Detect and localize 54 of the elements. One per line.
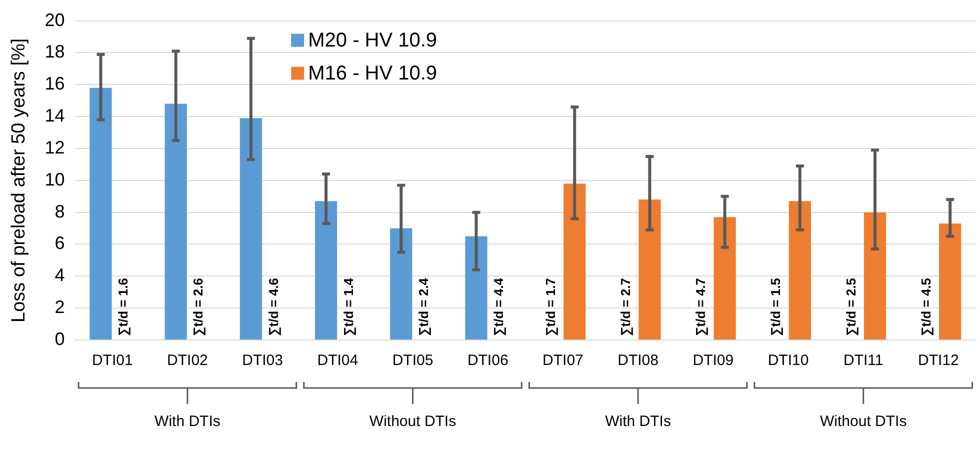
text: With DTIs — [605, 413, 671, 430]
bar — [788, 201, 811, 340]
annotation: ∑t/d = 4.4 — [491, 277, 506, 336]
y-tick-label: 10 — [44, 169, 65, 190]
annotation: ∑t/d = 2.4 — [416, 277, 431, 336]
annotation: ∑t/d = 4.7 — [693, 278, 708, 336]
x-tick-label: DTI05 — [392, 352, 434, 370]
y-axis-title: Loss of preload after 50 years [%] — [8, 38, 30, 322]
annotation: ∑t/d = 1.5 — [768, 278, 784, 336]
text: Without DTIs — [820, 413, 907, 430]
y-tick-label: 20 — [44, 10, 65, 30]
annotation: ∑t/d = 2.6 — [190, 278, 206, 336]
x-tick-label: DTI10 — [768, 352, 809, 370]
x-tick-label: DTI09 — [692, 352, 734, 370]
x-tick-label: DTI06 — [467, 352, 508, 370]
bar — [939, 223, 962, 340]
text: With DTIs — [154, 413, 220, 430]
annotation: ∑t/d = 1.4 — [340, 277, 356, 336]
annotation: ∑t/d = 1.6 — [116, 278, 131, 336]
annotation: ∑t/d = 2.7 — [618, 278, 633, 336]
bar — [564, 184, 586, 340]
x-tick-label: DTI04 — [317, 352, 358, 370]
legend-label: M20 - HV 10.9 — [308, 29, 438, 52]
y-tick-label: 4 — [54, 265, 65, 286]
annotation: ∑t/d = 2.5 — [843, 278, 858, 336]
y-tick-label: 6 — [54, 233, 65, 254]
y-tick-label: 14 — [44, 106, 65, 126]
bar — [240, 118, 262, 340]
x-tick-label: DTI03 — [242, 352, 283, 370]
x-tick-label: DTI12 — [918, 352, 959, 370]
x-tick-label: DTI07 — [542, 352, 584, 370]
x-tick-label: DTI08 — [618, 352, 658, 370]
y-tick-label: 18 — [44, 42, 65, 62]
x-tick-label: DTI01 — [92, 352, 133, 370]
bar — [638, 200, 661, 340]
bar — [314, 201, 338, 340]
y-tick-label: 12 — [44, 137, 65, 158]
bar — [164, 104, 187, 340]
text: Without DTIs — [369, 413, 456, 430]
y-tick-label: 0 — [54, 328, 65, 349]
annotation: ∑t/d = 1.7 — [542, 278, 558, 336]
bar — [90, 88, 112, 340]
y-tick-label: 2 — [54, 297, 65, 318]
bar — [864, 212, 886, 340]
bar — [465, 236, 488, 340]
y-tick-label: 16 — [44, 74, 65, 94]
y-tick-label: 8 — [54, 201, 65, 222]
legend-label: M16 - HV 10.9 — [308, 62, 438, 84]
x-tick-label: DTI02 — [167, 352, 208, 370]
annotation: ∑t/d = 4.6 — [266, 278, 281, 336]
annotation: ∑t/d = 4.5 — [918, 278, 934, 336]
bar — [390, 228, 412, 340]
bar — [714, 217, 736, 340]
x-tick-label: DTI11 — [843, 352, 884, 370]
